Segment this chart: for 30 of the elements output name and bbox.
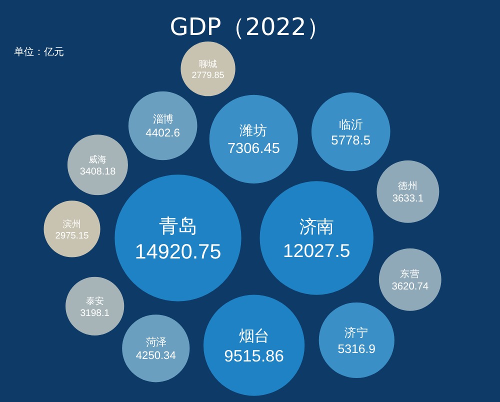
data-label: 2779.85 bbox=[192, 70, 224, 80]
category-label: 泰安 bbox=[86, 296, 104, 307]
category-label: 聊城 bbox=[199, 58, 218, 70]
data-label: 5316.9 bbox=[338, 342, 376, 356]
data-label: 3620.74 bbox=[392, 282, 429, 293]
data-label: 12027.5 bbox=[283, 240, 350, 261]
category-label: 烟台 bbox=[239, 327, 270, 346]
category-label: 滨州 bbox=[63, 218, 82, 230]
data-label: 5778.5 bbox=[331, 132, 371, 148]
data-label: 3198.1 bbox=[80, 308, 110, 319]
text: GDP（2022） bbox=[170, 13, 330, 41]
category-label: 菏泽 bbox=[146, 336, 166, 348]
category-label: 淄博 bbox=[152, 114, 173, 126]
data-label: 7306.45 bbox=[227, 141, 280, 158]
category-label: 临沂 bbox=[338, 118, 363, 132]
category-label: 威海 bbox=[88, 154, 107, 166]
data-label: 3633.1 bbox=[392, 194, 424, 205]
text: 单位：亿元 bbox=[14, 46, 64, 58]
data-label: 4250.34 bbox=[136, 350, 176, 362]
data-label: 2975.15 bbox=[55, 230, 89, 240]
data-label: 3408.18 bbox=[80, 166, 116, 178]
category-label: 济宁 bbox=[344, 325, 369, 340]
data-label: 14920.75 bbox=[134, 240, 222, 264]
category-label: 潍坊 bbox=[240, 123, 268, 140]
category-label: 济南 bbox=[300, 218, 334, 238]
category-label: 德州 bbox=[398, 180, 418, 192]
data-label: 4402.6 bbox=[146, 128, 180, 140]
category-label: 青岛 bbox=[159, 214, 197, 238]
category-label: 东营 bbox=[400, 268, 420, 280]
data-label: 9515.86 bbox=[224, 346, 284, 366]
